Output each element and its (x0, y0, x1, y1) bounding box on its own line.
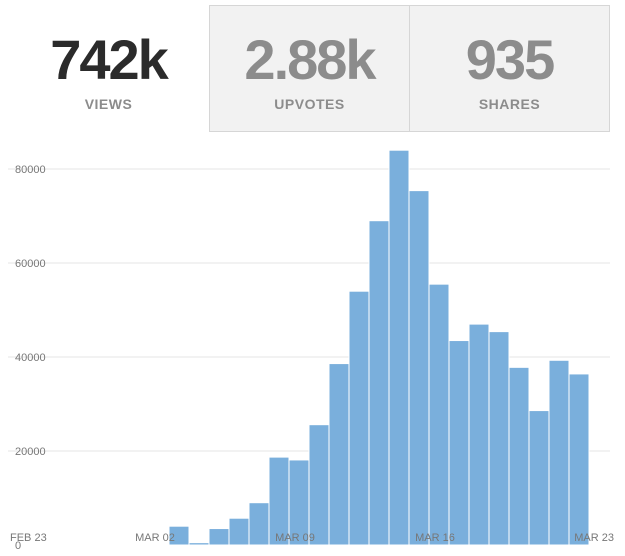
y-tick-label: 0 (15, 540, 21, 552)
shares-label: SHARES (478, 96, 541, 112)
stats-tabs: 742k VIEWS 2.88k UPVOTES 935 SHARES (8, 5, 610, 132)
views-value: 742k (50, 28, 169, 91)
bar (208, 528, 230, 546)
bar (468, 323, 490, 546)
bar (508, 366, 530, 546)
bar (228, 517, 250, 546)
x-tick-label: MAR 09 (275, 532, 315, 544)
bar (448, 340, 470, 546)
x-tick-label: FEB 23 (10, 532, 47, 544)
shares-value: 935 (465, 28, 555, 91)
bar (248, 502, 270, 546)
bar (388, 149, 410, 546)
bar (308, 424, 330, 546)
x-tick-label: MAR 23 (574, 532, 614, 544)
bar (168, 525, 190, 546)
upvotes-value: 2.88k (244, 28, 376, 91)
tab-upvotes[interactable]: 2.88k UPVOTES (209, 5, 410, 132)
bar (328, 363, 350, 546)
y-tick-label: 40000 (15, 352, 46, 364)
bar (408, 190, 430, 546)
x-tick-label: MAR 02 (135, 532, 175, 544)
y-tick-label: 60000 (15, 258, 46, 270)
bar (548, 359, 570, 546)
bar (348, 290, 370, 546)
bar (428, 283, 450, 546)
tab-views[interactable]: 742k VIEWS (8, 5, 209, 132)
upvotes-label: UPVOTES (274, 96, 345, 112)
tab-shares[interactable]: 935 SHARES (410, 5, 610, 132)
y-tick-label: 80000 (15, 164, 46, 176)
bar (488, 331, 510, 546)
bar (188, 542, 210, 546)
views-label: VIEWS (84, 96, 133, 112)
bar (528, 410, 550, 546)
views-bar-chart: 0 20000 40000 60000 80000 FEB 23 MAR 02 MAR 09 M… (8, 149, 614, 552)
bar (368, 220, 390, 546)
bar (568, 373, 590, 546)
x-tick-label: MAR 16 (415, 532, 455, 544)
y-tick-label: 20000 (15, 446, 46, 458)
